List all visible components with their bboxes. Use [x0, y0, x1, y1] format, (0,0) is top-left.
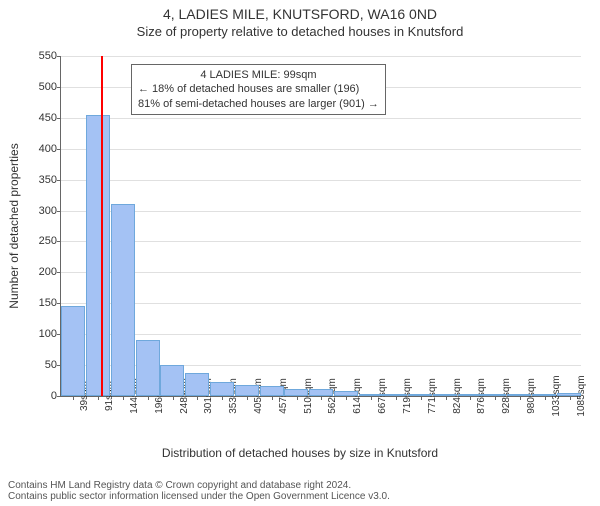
histogram-bar — [532, 394, 556, 396]
x-tick-label: 562sqm — [321, 378, 338, 414]
y-tick-mark — [57, 272, 61, 273]
gridline — [61, 211, 581, 212]
gridline — [61, 56, 581, 57]
x-tick-label: 457sqm — [272, 378, 289, 414]
x-tick-label: 667sqm — [371, 378, 388, 414]
y-tick-mark — [57, 241, 61, 242]
x-tick-label: 719sqm — [396, 378, 413, 414]
y-tick-mark — [57, 180, 61, 181]
gridline — [61, 180, 581, 181]
histogram-bar — [185, 373, 209, 396]
histogram-bar — [260, 386, 284, 397]
histogram-bar — [86, 115, 110, 396]
x-axis-label: Distribution of detached houses by size … — [0, 446, 600, 460]
gridline — [61, 303, 581, 304]
y-tick-mark — [57, 396, 61, 397]
chart-title: 4, LADIES MILE, KNUTSFORD, WA16 0ND — [0, 6, 600, 22]
y-tick-mark — [57, 118, 61, 119]
histogram-bar — [111, 204, 135, 396]
annotation-line1: 4 LADIES MILE: 99sqm — [138, 68, 379, 82]
histogram-bar — [383, 394, 407, 396]
chart-subtitle: Size of property relative to detached ho… — [0, 24, 600, 39]
annotation-line2: ← 18% of detached houses are smaller (19… — [138, 82, 379, 96]
plot-area: 05010015020025030035040045050055039sqm91… — [60, 56, 581, 397]
x-tick-label: 928sqm — [495, 378, 512, 414]
y-tick-mark — [57, 87, 61, 88]
x-tick-label: 980sqm — [520, 378, 537, 414]
x-tick-label: 876sqm — [470, 378, 487, 414]
y-tick-mark — [57, 149, 61, 150]
y-axis-label: Number of detached properties — [7, 143, 21, 308]
gridline — [61, 118, 581, 119]
histogram-bar — [482, 394, 506, 396]
histogram-bar — [433, 394, 457, 396]
y-tick-mark — [57, 303, 61, 304]
annotation-box: 4 LADIES MILE: 99sqm ← 18% of detached h… — [131, 64, 386, 115]
histogram-bar — [359, 394, 383, 396]
histogram-bar — [235, 385, 259, 396]
gridline — [61, 241, 581, 242]
footer-line2: Contains public sector information licen… — [8, 491, 390, 502]
gridline — [61, 334, 581, 335]
histogram-bar — [284, 389, 308, 396]
histogram-bar — [458, 394, 482, 396]
annotation-line3: 81% of semi-detached houses are larger (… — [138, 97, 379, 111]
x-tick-label: 614sqm — [346, 378, 363, 414]
x-tick-label: 510sqm — [297, 378, 314, 414]
chart-container: 4, LADIES MILE, KNUTSFORD, WA16 0ND Size… — [0, 6, 600, 506]
x-tick-label: 771sqm — [421, 378, 438, 414]
gridline — [61, 149, 581, 150]
x-tick-label: 1085sqm — [570, 375, 587, 416]
histogram-bar — [136, 340, 160, 396]
footer: Contains HM Land Registry data © Crown c… — [8, 480, 390, 502]
histogram-bar — [210, 382, 234, 396]
histogram-bar — [557, 393, 581, 396]
x-tick-label: 405sqm — [247, 378, 264, 414]
histogram-bar — [309, 389, 333, 396]
histogram-bar — [408, 394, 432, 396]
histogram-bar — [61, 306, 85, 396]
y-tick-mark — [57, 56, 61, 57]
gridline — [61, 272, 581, 273]
x-tick-label: 824sqm — [446, 378, 463, 414]
histogram-bar — [507, 394, 531, 396]
histogram-bar — [160, 365, 184, 396]
property-marker-line — [101, 56, 103, 396]
histogram-bar — [334, 391, 358, 396]
y-tick-mark — [57, 211, 61, 212]
footer-line1: Contains HM Land Registry data © Crown c… — [8, 480, 390, 491]
x-tick-label: 1033sqm — [545, 375, 562, 416]
